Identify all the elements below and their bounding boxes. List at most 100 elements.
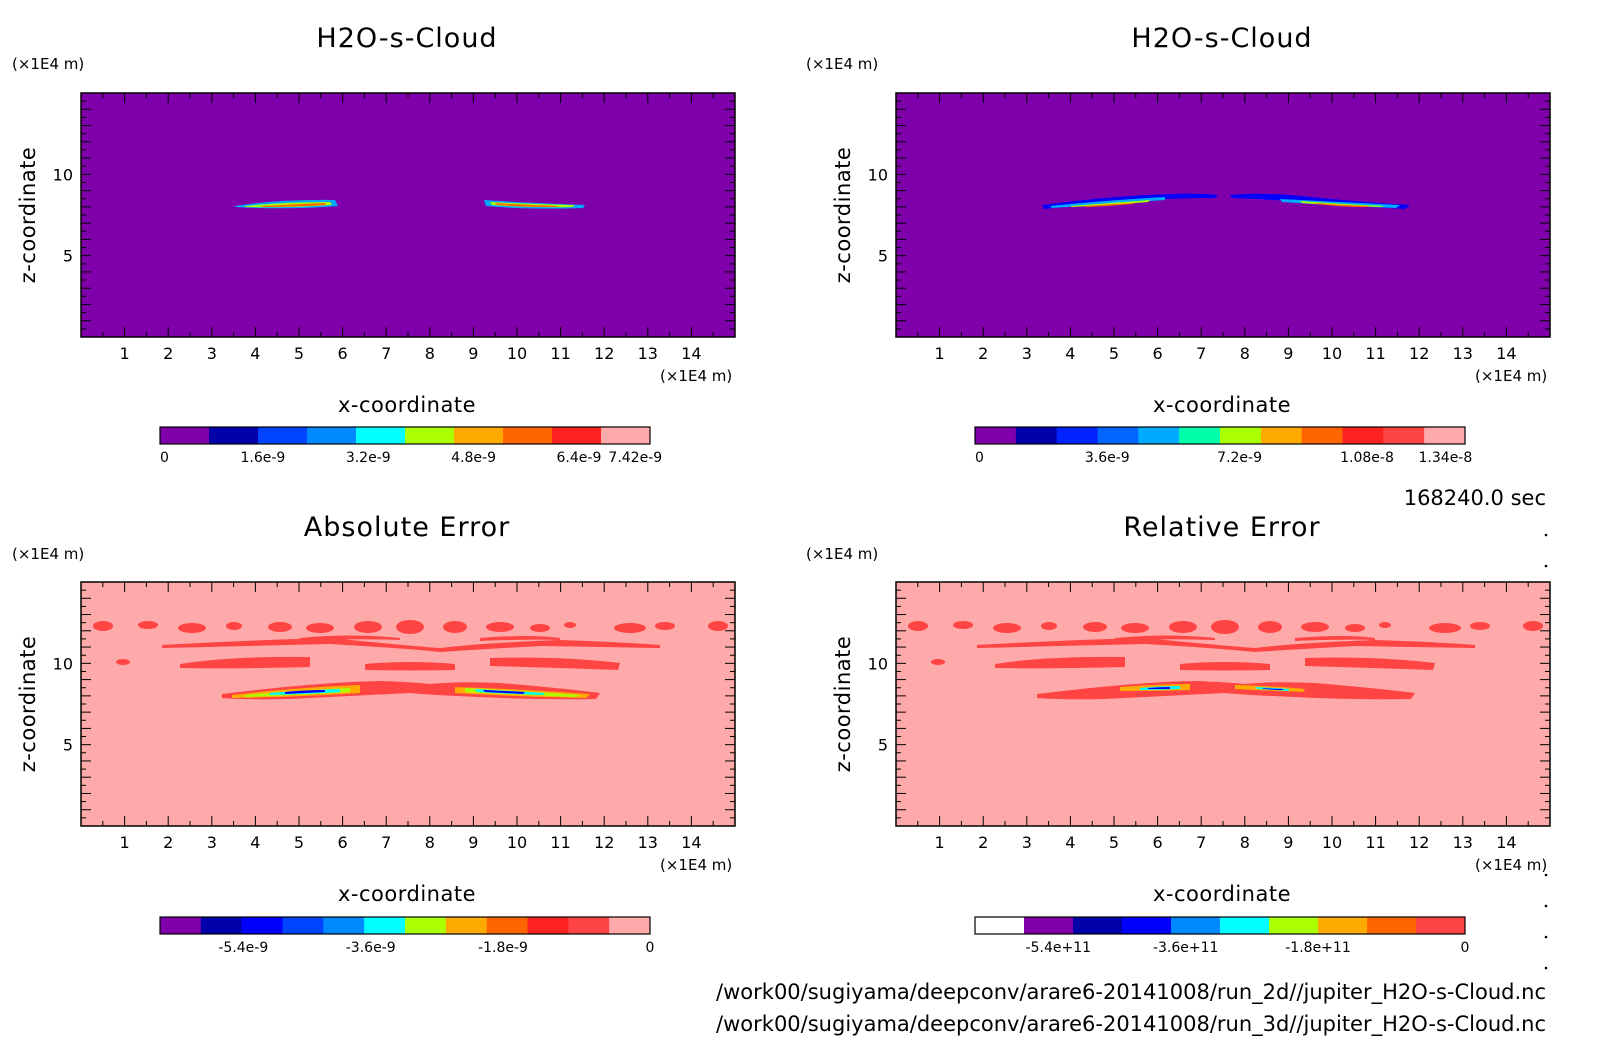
y-axis-ticks: 5 10 xyxy=(868,589,1550,819)
x-tick-label: 10 xyxy=(1322,344,1342,363)
time-label: 168240.0 sec xyxy=(1404,486,1546,510)
panel-h2o-cloud-2d: H2O-s-Cloud (×1E4 m) 1 2 3 4 5 6 7 8 9 10 11 12 13 14… xyxy=(12,23,736,466)
x-tick-label: 8 xyxy=(1240,833,1250,852)
y-axis-ticks: 5 10 xyxy=(53,589,735,819)
file-path-2d: /work00/sugiyama/deepconv/arare6-2014100… xyxy=(716,980,1546,1005)
plot-area xyxy=(896,93,1550,337)
plot-area xyxy=(81,93,735,337)
colorbar-segment xyxy=(323,917,365,934)
colorbar: 0 1.6e-9 3.2e-9 4.8e-9 6.4e-9 7.42e-9 xyxy=(159,426,662,466)
colorbar-segment xyxy=(975,917,1025,934)
x-tick-label: 4 xyxy=(250,344,260,363)
colorbar-tick-label: 7.42e-9 xyxy=(608,450,662,466)
x-tick-label: 6 xyxy=(338,344,348,363)
x-tick-label: 10 xyxy=(1322,833,1342,852)
colorbar-segment xyxy=(282,917,324,934)
x-tick-label: 12 xyxy=(594,344,614,363)
colorbar: -5.4e-9 -3.6e-9 -1.8e-9 0 xyxy=(159,916,655,956)
y-axis-label: z-coordinate xyxy=(831,147,855,284)
colorbar-segment xyxy=(503,427,553,444)
x-tick-label: 1 xyxy=(935,833,945,852)
colorbar-segment xyxy=(486,917,528,934)
x-tick-label: 1 xyxy=(120,344,130,363)
y-tick-label: 10 xyxy=(53,165,73,184)
x-tick-label: 3 xyxy=(1022,344,1032,363)
colorbar-tick-label: 0 xyxy=(975,450,984,466)
x-axis-label: x-coordinate xyxy=(338,882,476,906)
x-tick-label: 13 xyxy=(638,344,658,363)
y-tick-label: 5 xyxy=(878,247,888,266)
x-axis-ticks: 1 2 3 4 5 6 7 8 9 10 11 12 13 14 xyxy=(917,93,1529,363)
x-tick-label: 5 xyxy=(1109,344,1119,363)
x-tick-label: 4 xyxy=(1065,833,1075,852)
colorbar-tick-label: 0 xyxy=(1461,940,1470,956)
x-units-label: (×1E4 m) xyxy=(660,367,732,385)
colorbar-tick-label: 3.6e-9 xyxy=(1085,450,1130,466)
x-tick-label: 13 xyxy=(1453,344,1473,363)
error-core xyxy=(1120,684,1305,692)
colorbar-segment xyxy=(609,917,651,934)
colorbar-segment xyxy=(1301,427,1343,444)
x-tick-label: 8 xyxy=(1240,344,1250,363)
y-axis-ticks: 5 10 xyxy=(868,100,1550,330)
cloud-feature-right xyxy=(1230,193,1410,209)
colorbar-segment xyxy=(1220,427,1262,444)
colorbar-segment xyxy=(568,917,610,934)
colorbar-segment xyxy=(1015,427,1058,444)
x-tick-label: 14 xyxy=(1496,344,1516,363)
x-tick-label: 9 xyxy=(1283,344,1293,363)
x-tick-label: 14 xyxy=(1496,833,1516,852)
colorbar-tick-label: 3.2e-9 xyxy=(346,450,391,466)
colorbar-segment xyxy=(1318,917,1368,934)
y-units-label: (×1E4 m) xyxy=(12,545,84,563)
y-tick-label: 5 xyxy=(878,736,888,755)
colorbar-tick-label: 0 xyxy=(646,940,655,956)
x-tick-label: 9 xyxy=(1283,833,1293,852)
x-tick-label: 11 xyxy=(1365,833,1385,852)
x-tick-label: 6 xyxy=(1153,833,1163,852)
colorbar-segment xyxy=(1416,917,1466,934)
panel-relative-error: Relative Error (×1E4 m) xyxy=(806,512,1551,956)
x-tick-label: 5 xyxy=(294,833,304,852)
error-core xyxy=(232,685,590,698)
x-tick-label: 7 xyxy=(1196,344,1206,363)
x-tick-label: 2 xyxy=(163,833,173,852)
colorbar-tick-label: 4.8e-9 xyxy=(451,450,496,466)
x-tick-label: 6 xyxy=(1153,344,1163,363)
x-tick-label: 4 xyxy=(250,833,260,852)
colorbar-segment xyxy=(1138,427,1180,444)
stray-dots xyxy=(1544,533,1548,970)
x-tick-label: 1 xyxy=(935,344,945,363)
error-contours xyxy=(908,620,1543,700)
colorbar: 0 3.6e-9 7.2e-9 1.08e-8 1.34e-8 xyxy=(974,426,1473,466)
x-tick-label: 2 xyxy=(978,833,988,852)
panel-title: Relative Error xyxy=(1123,512,1320,543)
x-units-label: (×1E4 m) xyxy=(1475,367,1547,385)
x-tick-label: 7 xyxy=(381,833,391,852)
x-axis-label: x-coordinate xyxy=(338,393,476,417)
colorbar-tick-label: 1.6e-9 xyxy=(240,450,285,466)
x-tick-label: 8 xyxy=(425,344,435,363)
colorbar-tick-label: 1.34e-8 xyxy=(1419,450,1473,466)
x-tick-label: 9 xyxy=(468,833,478,852)
colorbar-segment xyxy=(1073,917,1123,934)
y-tick-label: 10 xyxy=(868,165,888,184)
x-tick-label: 3 xyxy=(1022,833,1032,852)
y-tick-label: 10 xyxy=(53,654,73,673)
colorbar-tick-label: -1.8e+11 xyxy=(1285,940,1350,956)
colorbar-segment xyxy=(1260,427,1303,444)
colorbar-frame xyxy=(974,916,1466,935)
plot-area xyxy=(81,582,735,826)
x-tick-label: 12 xyxy=(594,833,614,852)
x-tick-label: 1 xyxy=(120,833,130,852)
x-tick-label: 9 xyxy=(468,344,478,363)
x-axis-label: x-coordinate xyxy=(1153,882,1291,906)
x-tick-label: 11 xyxy=(550,833,570,852)
x-tick-label: 5 xyxy=(294,344,304,363)
panel-title: H2O-s-Cloud xyxy=(1131,23,1312,54)
file-path-3d: /work00/sugiyama/deepconv/arare6-2014100… xyxy=(716,1012,1546,1037)
colorbar-segment xyxy=(975,427,1017,444)
colorbar-segment xyxy=(364,917,406,934)
x-units-label: (×1E4 m) xyxy=(660,856,732,874)
